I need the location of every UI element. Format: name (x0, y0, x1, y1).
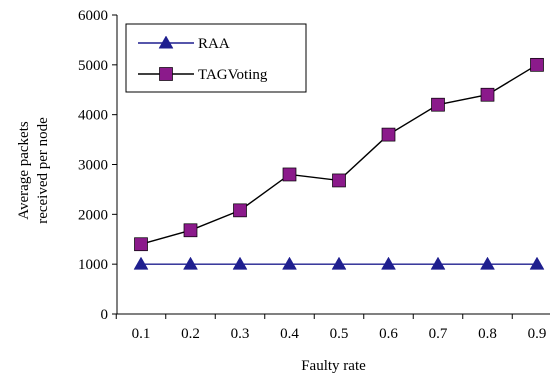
legend-label-tagvoting: TAGVoting (198, 67, 268, 83)
data-point-tagvoting (481, 88, 494, 101)
data-point-raa (431, 257, 445, 269)
data-point-raa (134, 257, 148, 269)
y-tick-label: 3000 (78, 158, 108, 174)
data-point-tagvoting (184, 224, 197, 237)
y-tick-label: 1000 (78, 257, 108, 273)
data-point-tagvoting (234, 204, 247, 217)
x-tick-label: 0.6 (379, 326, 398, 342)
legend-marker-tagvoting (160, 68, 173, 81)
x-tick-label: 0.4 (280, 326, 299, 342)
y-tick-label: 6000 (78, 8, 108, 24)
y-axis-title-line: Average packets (16, 121, 32, 220)
data-point-tagvoting (333, 174, 346, 187)
legend-label-raa: RAA (198, 36, 230, 52)
data-point-raa (481, 257, 495, 269)
legend: RAA TAGVoting (126, 24, 306, 92)
data-point-tagvoting (531, 58, 544, 71)
y-tick-label: 2000 (78, 207, 108, 223)
y-tick-label: 4000 (78, 108, 108, 124)
data-point-tagvoting (135, 238, 148, 251)
data-point-raa (283, 257, 297, 269)
data-point-raa (530, 257, 544, 269)
data-point-raa (332, 257, 346, 269)
y-axis-title-line: received per node (35, 117, 51, 224)
x-axis-title: Faulty rate (301, 358, 366, 374)
data-point-tagvoting (382, 128, 395, 141)
x-tick-label: 0.8 (478, 326, 497, 342)
x-tick-label: 0.1 (132, 326, 151, 342)
data-point-raa (382, 257, 396, 269)
data-point-tagvoting (283, 168, 296, 181)
y-tick-label: 5000 (78, 58, 108, 74)
x-tick-label: 0.7 (429, 326, 448, 342)
x-tick-label: 0.3 (231, 326, 250, 342)
data-point-tagvoting (432, 98, 445, 111)
x-tick-label: 0.5 (330, 326, 349, 342)
x-tick-label: 0.9 (528, 326, 547, 342)
data-point-raa (233, 257, 247, 269)
series-raa (134, 257, 544, 269)
data-point-raa (184, 257, 198, 269)
x-tick-label: 0.2 (181, 326, 200, 342)
y-tick-label: 0 (101, 307, 109, 323)
